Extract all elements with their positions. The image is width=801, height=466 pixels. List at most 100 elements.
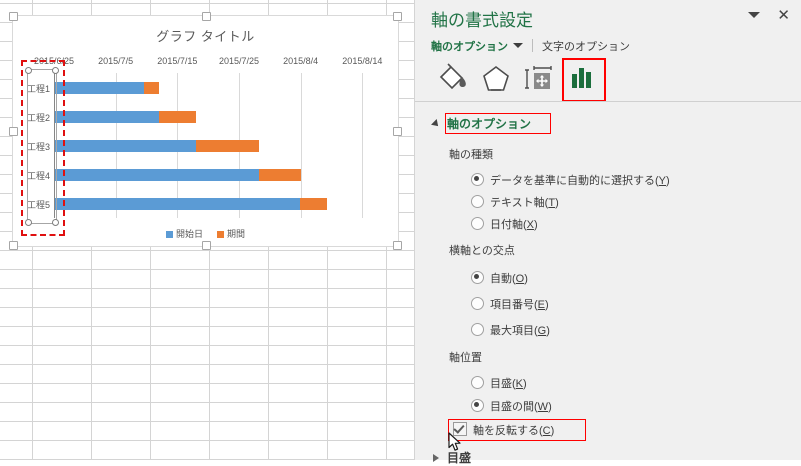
tab-dropdown-caret-icon[interactable] — [513, 43, 523, 48]
radio-on-tick-marks[interactable]: 目盛(K) — [471, 375, 527, 391]
checkbox-accel: C — [542, 425, 551, 437]
checkbox-label: 軸を反転する( — [473, 425, 543, 437]
radio-icon[interactable] — [471, 376, 484, 389]
radio-label: 最大項目( — [490, 325, 538, 337]
category-axis-tick-label: 工程5 — [27, 200, 51, 210]
bar-segment-start[interactable] — [55, 140, 196, 152]
axis-handle-bottom-right[interactable] — [52, 219, 59, 226]
radio-date-axis[interactable]: 日付軸(X) — [471, 216, 538, 232]
radio-icon[interactable] — [471, 297, 484, 310]
radio-icon[interactable] — [471, 323, 484, 336]
category-axis-line[interactable] — [54, 73, 55, 218]
radio-icon[interactable] — [471, 195, 484, 208]
tab-divider — [532, 39, 533, 52]
checkbox-reverse-axis[interactable]: 軸を反転する(C) — [453, 422, 554, 438]
radio-tail: ) — [534, 219, 538, 231]
grid-row-line — [0, 440, 801, 441]
radio-accel: K — [515, 378, 524, 390]
chart-plot-area[interactable] — [54, 73, 387, 218]
grid-row-line — [0, 174, 801, 175]
chart-title[interactable]: グラフ タイトル — [156, 29, 255, 44]
bar-segment-duration[interactable] — [196, 140, 259, 152]
pane-icon-row — [433, 58, 607, 102]
grid-row-line — [0, 364, 801, 365]
value-axis-tick-label: 2015/7/25 — [218, 56, 260, 66]
radio-icon[interactable] — [471, 271, 484, 284]
bar-segment-duration[interactable] — [159, 111, 196, 123]
close-icon[interactable]: ✕ — [777, 6, 790, 24]
chart-resize-handle-top-right[interactable] — [393, 12, 402, 21]
checkbox-icon[interactable] — [453, 422, 467, 436]
chart-bar-row[interactable] — [54, 198, 387, 210]
radio-between-tick-marks[interactable]: 目盛の間(W) — [471, 398, 552, 414]
category-axis-tick-label: 工程1 — [27, 84, 51, 94]
chart-bar-row[interactable] — [54, 169, 387, 181]
legend-item[interactable]: 期間 — [217, 227, 245, 240]
grid-row-line — [0, 288, 801, 289]
chart-resize-handle-bottom-left[interactable] — [9, 241, 18, 250]
category-axis-labels[interactable]: 工程1 工程2 工程3 工程4 工程5 — [27, 73, 54, 218]
radio-cross-max-item[interactable]: 最大項目(G) — [471, 322, 550, 338]
radio-tail: ) — [524, 273, 528, 285]
radio-label: 目盛の間( — [490, 401, 538, 413]
chart-resize-handle-middle-right[interactable] — [393, 127, 402, 136]
chart-resize-handle-top-center[interactable] — [201, 12, 211, 21]
bar-segment-duration[interactable] — [259, 169, 301, 181]
chart-gridline — [362, 73, 363, 218]
radio-icon[interactable] — [471, 217, 484, 230]
category-axis-selection[interactable] — [25, 67, 59, 226]
axis-options-icon[interactable] — [562, 58, 607, 102]
group-label-axis-position: 軸位置 — [449, 352, 482, 364]
radio-label: 自動( — [490, 273, 516, 285]
size-properties-icon[interactable] — [519, 58, 559, 98]
grid-row-line — [0, 60, 801, 61]
chart-resize-handle-bottom-right[interactable] — [393, 241, 402, 250]
grid-row-line — [0, 3, 801, 4]
radio-cross-auto[interactable]: 自動(O) — [471, 270, 528, 286]
chart-resize-handle-top-left[interactable] — [9, 12, 18, 21]
pane-header: 軸の書式設定 ✕ — [415, 0, 801, 40]
fill-line-icon[interactable] — [433, 58, 473, 98]
radio-cross-item-number[interactable]: 項目番号(E) — [471, 296, 549, 312]
bar-segment-duration[interactable] — [300, 198, 327, 210]
chart-object[interactable]: グラフ タイトル 2015/6/25 2015/7/5 2015/7/15 2015/… — [9, 12, 402, 250]
value-axis-tick-label: 2015/7/5 — [98, 56, 134, 66]
radio-auto-select-by-data[interactable]: データを基準に自動的に選択する(Y) — [471, 172, 670, 188]
radio-tail: ) — [666, 175, 670, 187]
value-axis-labels[interactable]: 2015/6/25 2015/7/5 2015/7/15 2015/7/25 2015/… — [13, 56, 398, 70]
chart-legend[interactable]: 開始日 期間 — [13, 227, 398, 240]
grid-row-line — [0, 212, 801, 213]
grid-row-line — [0, 345, 801, 346]
chart-bar-row[interactable] — [54, 111, 387, 123]
chart-resize-handle-bottom-center[interactable] — [201, 241, 211, 250]
radio-icon[interactable] — [471, 399, 484, 412]
grid-row-line — [0, 155, 801, 156]
tab-text-options[interactable]: 文字のオプション — [542, 41, 630, 53]
grid-row-line — [0, 79, 801, 80]
axis-handle-bottom-left[interactable] — [25, 219, 32, 226]
effects-icon[interactable] — [476, 58, 516, 98]
radio-accel: G — [537, 325, 547, 337]
axis-handle-top-right[interactable] — [52, 67, 59, 74]
section-expand-triangle-icon[interactable] — [433, 454, 439, 462]
bar-segment-start[interactable] — [55, 198, 300, 210]
bar-segment-start[interactable] — [55, 169, 259, 181]
radio-tail: ) — [555, 197, 559, 209]
bar-segment-start[interactable] — [55, 111, 159, 123]
legend-item[interactable]: 開始日 — [165, 227, 203, 240]
radio-accel: O — [515, 273, 525, 285]
axis-handle-top-left[interactable] — [25, 67, 32, 74]
radio-text-axis[interactable]: テキスト軸(T) — [471, 194, 559, 210]
bar-segment-duration[interactable] — [144, 82, 159, 94]
chart-bar-row[interactable] — [54, 82, 387, 94]
tab-axis-options[interactable]: 軸のオプション — [431, 41, 508, 53]
chart-bar-row[interactable] — [54, 140, 387, 152]
bar-segment-start[interactable] — [55, 82, 144, 94]
chart-resize-handle-middle-left[interactable] — [9, 127, 18, 136]
radio-icon[interactable] — [471, 173, 484, 186]
grid-row-line — [0, 193, 801, 194]
chevron-down-icon[interactable] — [748, 12, 760, 18]
section-collapse-triangle-icon[interactable] — [431, 119, 441, 129]
grid-row-line — [0, 421, 801, 422]
format-axis-pane: 軸の書式設定 ✕ 軸のオプション 文字のオプション — [414, 0, 801, 465]
